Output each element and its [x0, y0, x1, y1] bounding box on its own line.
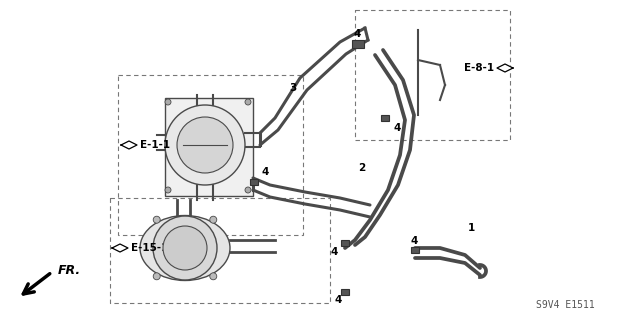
Circle shape	[153, 216, 160, 223]
Text: S9V4 E1511: S9V4 E1511	[536, 300, 595, 310]
Polygon shape	[121, 141, 137, 149]
Text: 3: 3	[289, 83, 296, 93]
Bar	[341, 241, 349, 246]
Circle shape	[165, 105, 245, 185]
Bar	[355, 10, 510, 140]
Text: 4: 4	[393, 123, 401, 133]
Circle shape	[165, 187, 171, 193]
Text: 4: 4	[334, 295, 342, 305]
Circle shape	[210, 273, 217, 280]
Text: 1: 1	[468, 223, 476, 233]
Circle shape	[163, 226, 207, 270]
Bar	[110, 198, 330, 303]
Bar	[165, 98, 253, 196]
Circle shape	[153, 273, 160, 280]
Circle shape	[165, 99, 171, 105]
Bar	[341, 289, 349, 295]
Text: 4: 4	[262, 167, 269, 177]
Text: 4: 4	[411, 236, 418, 246]
Text: E-1-1: E-1-1	[140, 140, 170, 150]
Text: E-8-1: E-8-1	[464, 63, 494, 73]
Bar	[352, 40, 364, 48]
Circle shape	[177, 117, 233, 173]
Text: E-15-1: E-15-1	[131, 243, 168, 253]
Bar	[411, 248, 419, 253]
Circle shape	[153, 216, 217, 280]
Polygon shape	[112, 244, 128, 252]
Bar	[250, 179, 258, 185]
Text: FR.: FR.	[58, 263, 81, 277]
Circle shape	[245, 187, 251, 193]
Text: 4: 4	[353, 29, 361, 39]
Bar	[381, 115, 389, 121]
Text: 4: 4	[331, 247, 338, 257]
Circle shape	[245, 99, 251, 105]
Text: 2: 2	[358, 163, 365, 173]
Polygon shape	[497, 64, 513, 72]
Circle shape	[210, 216, 217, 223]
Bar	[118, 75, 303, 235]
Ellipse shape	[140, 216, 230, 280]
